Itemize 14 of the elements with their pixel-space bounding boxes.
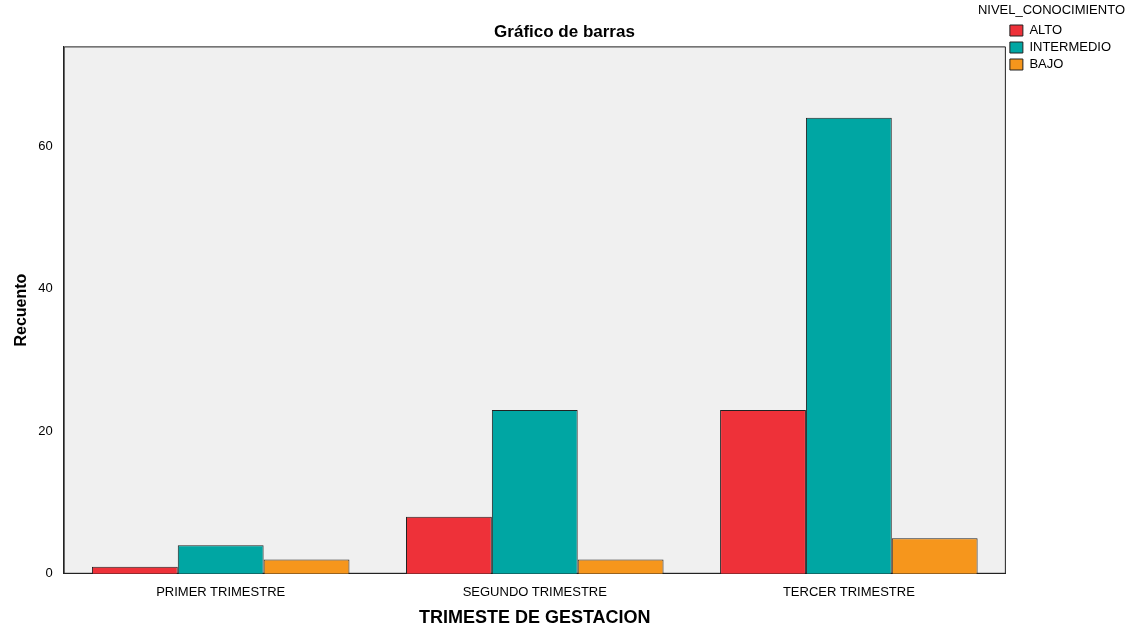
y-tick-label: 60 — [38, 137, 53, 153]
x-tick-label: PRIMER TRIMESTRE — [156, 584, 286, 600]
x-tick-label: SEGUNDO TRIMESTRE — [462, 584, 608, 600]
x-axis-title: TRIMESTE DE GESTACION — [418, 607, 651, 628]
y-tick-label: 20 — [38, 422, 53, 438]
y-tick-label: 0 — [45, 565, 53, 581]
chart-title: Gráfico de barras — [494, 21, 635, 41]
legend-title: NIVEL_CONOCIMIENTO — [977, 2, 1125, 18]
y-tick-label: 40 — [38, 280, 53, 296]
y-axis-title: Recuento — [12, 273, 30, 347]
legend-label: BAJO — [1029, 56, 1064, 72]
legend-label: ALTO — [1029, 22, 1063, 38]
legend-label: INTERMEDIO — [1029, 39, 1112, 55]
x-tick-label: TERCER TRIMESTRE — [782, 584, 916, 600]
